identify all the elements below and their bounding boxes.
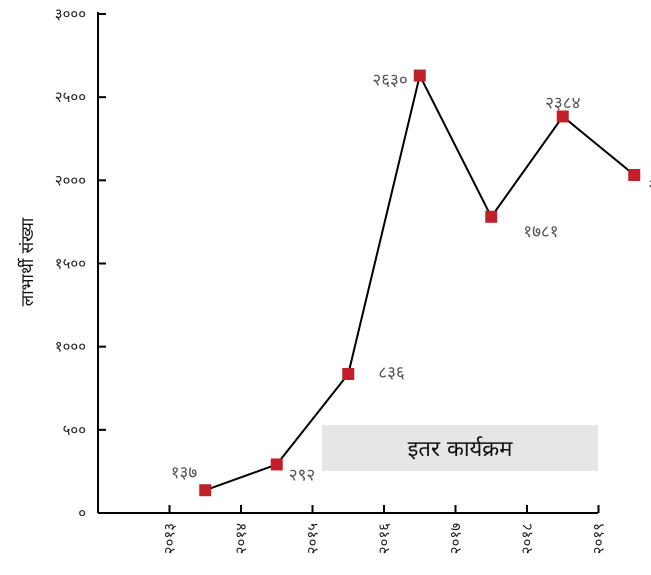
y-axis: ० ५०० १००० १५०० २००० २५०० ३००० [55,5,106,522]
data-label: ८३६ [378,363,405,383]
data-point [556,110,569,123]
data-point [628,169,641,182]
y-tick-label: ५०० [63,421,86,439]
data-label: २०३२ [648,176,651,196]
x-tick-label: २०१५ [304,523,322,554]
x-tick-label: २०१६ [375,523,393,554]
x-tick-label: २०१७ [447,523,465,554]
y-tick-label: १००० [55,338,86,356]
data-label: २३८४ [545,93,580,113]
data-label: २९२ [289,465,316,485]
y-tick-label: १५०० [55,255,86,273]
data-point [413,69,426,82]
plot-area: १३७ २९२ ८३६ २६३० १७८१ २३८४ २०३२ [171,69,651,497]
y-tick-label: २००० [55,171,86,189]
data-label: १३७ [171,463,198,483]
y-axis-title: लाभार्थी संख्या [17,217,38,306]
data-point [270,458,283,471]
data-label: २६३० [372,71,407,91]
data-point [342,367,355,380]
y-tick-label: ० [78,504,86,522]
x-tick-label: २०१३ [161,523,179,554]
legend-box [322,425,598,471]
y-tick-label: ३००० [55,5,86,23]
data-label: १७८१ [523,222,558,242]
data-point [199,484,212,497]
x-axis: २०१३ २०१४ २०१५ २०१६ २०१७ २०१८ २०१९ [98,505,608,554]
x-tick-label: २०१४ [232,523,250,554]
data-point [485,210,498,223]
x-tick-label: २०१९ [590,523,608,554]
y-tick-label: २५०० [55,88,86,106]
legend: इतर कार्यक्रम [322,425,598,471]
legend-label: इतर कार्यक्रम [408,436,514,462]
x-tick-label: २०१८ [518,523,536,554]
